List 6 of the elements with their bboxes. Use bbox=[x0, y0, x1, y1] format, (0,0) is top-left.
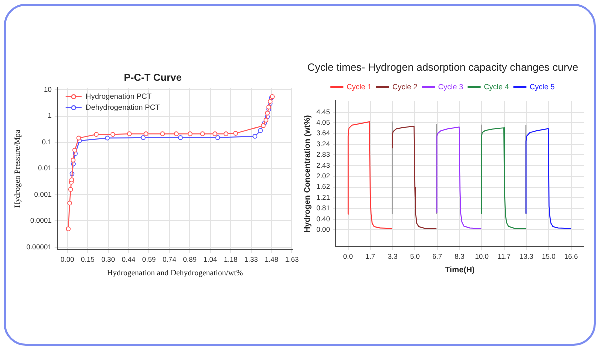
chart-title: Cycle times- Hydrogen adsorption capacity changes curve bbox=[308, 62, 579, 74]
x-axis-title: Hydrogenation and Dehydrogenation/wt% bbox=[107, 268, 244, 278]
chart-title: P-C-T Curve bbox=[124, 72, 182, 84]
y-axis-title: Hydrogen Pressure/Mpa bbox=[12, 130, 22, 208]
y-axis-title: Hydrogen Concentration (wt%) bbox=[303, 115, 312, 233]
x-axis-title: Time(H) bbox=[445, 265, 476, 274]
